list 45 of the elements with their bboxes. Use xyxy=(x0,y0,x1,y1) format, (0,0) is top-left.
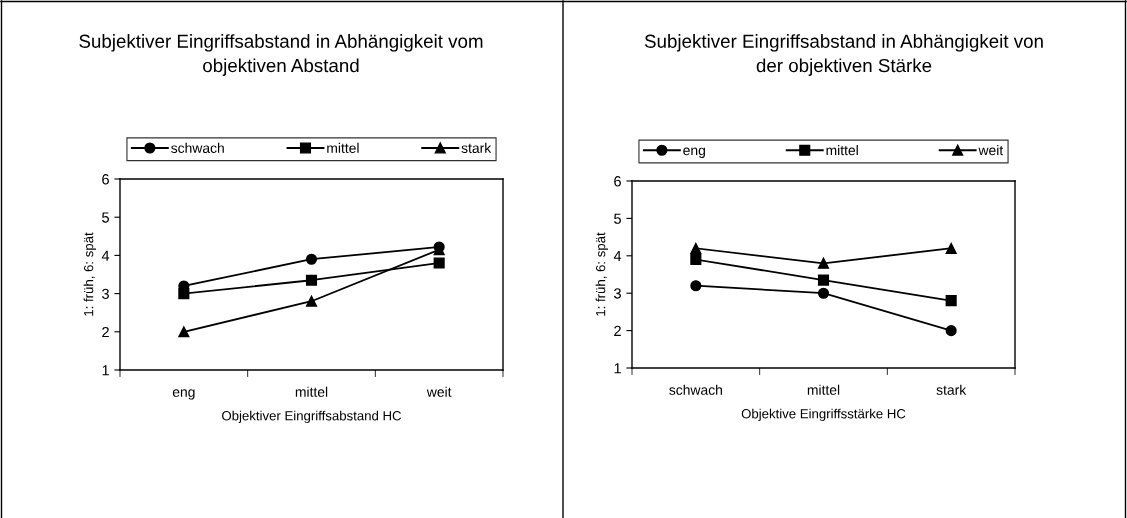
point xyxy=(433,257,445,269)
y-tick-label: 1 xyxy=(614,363,621,374)
y-tick-label: 2 xyxy=(102,326,109,338)
point xyxy=(305,295,318,307)
x-tick-label: schwach xyxy=(669,384,722,395)
point xyxy=(690,242,702,254)
x-axis-title: Objektive Eingriffsstärke HC xyxy=(741,408,906,422)
y-tick-label: 3 xyxy=(614,288,621,299)
legend-label: schwach xyxy=(171,142,224,153)
point xyxy=(178,288,190,300)
point xyxy=(945,295,957,307)
point xyxy=(945,242,957,254)
x-tick-label: weit xyxy=(426,386,452,397)
y-tick-label: 5 xyxy=(102,212,109,223)
point xyxy=(305,253,318,265)
point xyxy=(690,253,702,266)
point xyxy=(178,326,190,338)
legend-label: mittel xyxy=(826,145,858,156)
x-tick-label: stark xyxy=(936,384,967,395)
chart-title: Subjektiver Eingriffsabstand in Abhängigkeit von der objektiven Stärke xyxy=(644,34,1043,76)
point xyxy=(817,257,830,269)
point xyxy=(817,287,830,299)
legend-label: weit xyxy=(978,145,1004,156)
y-axis-title: 1: früh, 6: spät xyxy=(595,232,608,316)
point xyxy=(817,274,830,286)
x-axis-title: Objektiver Eingriffsabstand HC xyxy=(222,410,402,424)
y-tick-label: 1 xyxy=(102,365,109,376)
y-tick-label: 6 xyxy=(614,176,621,187)
chart-title: Subjektiver Eingriffsabstand in Abhängigkeit vom objektiven Abstand xyxy=(79,34,483,76)
y-tick-label: 6 xyxy=(102,174,109,185)
x-tick-label: mittel xyxy=(295,386,328,397)
legend-label: stark xyxy=(461,142,492,153)
point xyxy=(305,274,318,286)
y-tick-label: 3 xyxy=(102,288,109,300)
legend-label: eng xyxy=(683,147,705,158)
x-tick-label: mittel xyxy=(807,384,840,395)
point xyxy=(690,280,702,292)
y-tick-label: 5 xyxy=(614,213,621,224)
y-tick-label: 4 xyxy=(101,250,110,261)
y-tick-label: 4 xyxy=(613,251,622,262)
point xyxy=(945,325,957,337)
legend-label: mittel xyxy=(327,142,359,153)
y-tick-label: 2 xyxy=(614,325,621,336)
y-axis-title: 1: früh, 6: spät xyxy=(83,232,96,316)
x-tick-label: eng xyxy=(172,389,195,400)
